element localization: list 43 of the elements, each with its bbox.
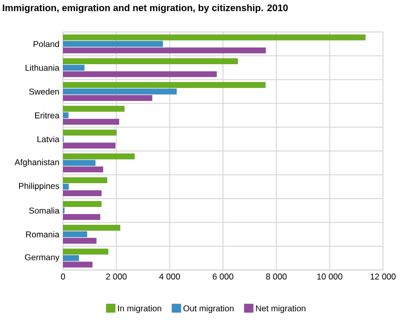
y-tick-label: Somalia [29,207,60,214]
x-tick-label: 8 000 [266,274,287,280]
y-tick-label: Sweden [29,88,59,95]
bar [63,190,102,196]
legend-label: Net migration [256,305,306,314]
bar [63,40,163,47]
y-tick-label: Romania [26,231,60,238]
bar [63,214,100,220]
x-tick-label: 6 000 [212,274,234,280]
bar [63,47,266,54]
x-tick-label: 4 000 [159,274,180,280]
bar [63,130,116,136]
bar [63,106,124,112]
bar [63,142,116,148]
y-tick-label: Germany [24,254,60,262]
bar [63,34,366,40]
bar [63,153,135,160]
x-tick-label: 10 000 [317,274,342,280]
bar [63,177,108,184]
x-tick-label: 12 000 [370,274,396,280]
bar [63,88,177,94]
y-tick-label: Philippines [19,182,60,191]
bar [63,201,102,207]
bar [63,82,266,88]
bar [63,71,217,78]
bar [63,58,238,64]
chart-title: Immigration, emigration and net migration, by citizenship. 2010 [2,4,288,14]
bar [63,166,104,172]
bar [63,238,96,244]
y-tick-label: Poland [34,40,59,48]
bar [63,248,108,254]
bar [63,262,92,268]
legend-label: Out migration [183,305,234,314]
bar [63,95,152,101]
y-tick-label: Eritrea [35,112,60,118]
y-tick-label: Afghanistan [14,158,59,167]
bar [63,118,120,125]
y-tick-label: Lithuania [26,64,60,71]
legend-label: In migration [118,305,162,314]
bar [63,224,120,231]
x-tick-label: 0 [60,274,66,280]
y-tick-label: Latvia [37,136,60,142]
x-tick-label: 2 000 [106,274,127,280]
